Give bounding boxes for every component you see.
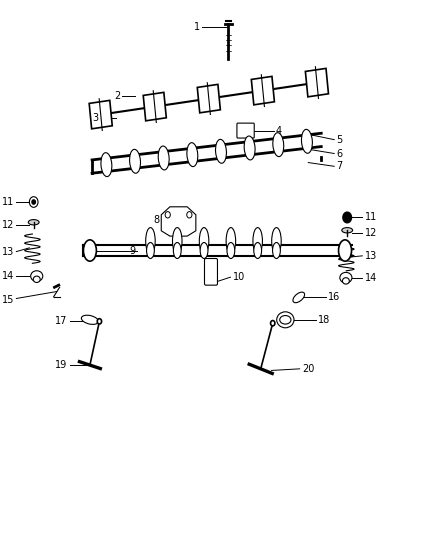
Text: 1: 1 [194,22,200,31]
Text: 9: 9 [129,246,135,255]
Ellipse shape [226,228,236,254]
Circle shape [165,212,170,218]
Text: 3: 3 [92,114,99,123]
Ellipse shape [187,143,198,167]
Ellipse shape [31,271,43,281]
Ellipse shape [342,228,353,233]
Text: 8: 8 [153,215,159,225]
Ellipse shape [227,243,235,259]
Text: 10: 10 [233,272,245,282]
Ellipse shape [280,316,291,324]
Ellipse shape [83,240,96,261]
Ellipse shape [199,228,209,254]
Text: 7: 7 [336,161,343,171]
Ellipse shape [272,228,281,254]
Ellipse shape [273,133,284,157]
Ellipse shape [339,240,352,261]
Ellipse shape [33,276,40,282]
Ellipse shape [158,146,169,170]
Circle shape [97,319,102,324]
Polygon shape [197,84,220,113]
Text: 16: 16 [328,293,340,302]
Text: 17: 17 [55,316,67,326]
Text: 12: 12 [364,228,377,238]
Ellipse shape [147,243,154,259]
Polygon shape [143,92,166,121]
Text: 18: 18 [318,315,331,325]
Circle shape [271,320,275,326]
Ellipse shape [244,136,255,160]
Text: 11: 11 [364,213,377,222]
Ellipse shape [301,130,312,154]
Circle shape [32,200,35,204]
Text: 6: 6 [336,149,343,158]
Circle shape [187,212,192,218]
Polygon shape [161,207,196,236]
Text: 4: 4 [276,126,282,135]
Polygon shape [305,68,328,97]
Ellipse shape [81,315,99,325]
Ellipse shape [340,272,352,283]
Ellipse shape [28,220,39,225]
Ellipse shape [130,149,141,173]
FancyBboxPatch shape [237,123,254,138]
Ellipse shape [343,278,350,284]
Polygon shape [251,76,275,105]
Ellipse shape [293,292,304,303]
Circle shape [29,197,38,207]
Text: 15: 15 [2,295,14,304]
Ellipse shape [254,243,261,259]
Text: 14: 14 [364,273,377,282]
Text: 13: 13 [364,251,377,261]
Ellipse shape [277,312,294,328]
FancyBboxPatch shape [205,259,218,285]
Ellipse shape [215,139,226,163]
Circle shape [343,212,352,223]
Text: 12: 12 [2,220,14,230]
Polygon shape [89,100,112,129]
Ellipse shape [173,243,181,259]
Ellipse shape [101,152,112,176]
Ellipse shape [146,228,155,254]
Text: 19: 19 [55,360,67,370]
Text: 20: 20 [302,364,314,374]
Ellipse shape [253,228,262,254]
Text: 14: 14 [2,271,14,281]
Ellipse shape [272,243,280,259]
Text: 11: 11 [2,197,14,207]
Text: 5: 5 [336,135,343,144]
Ellipse shape [173,228,182,254]
Ellipse shape [200,243,208,259]
Text: 13: 13 [2,247,14,256]
Text: 2: 2 [114,91,120,101]
